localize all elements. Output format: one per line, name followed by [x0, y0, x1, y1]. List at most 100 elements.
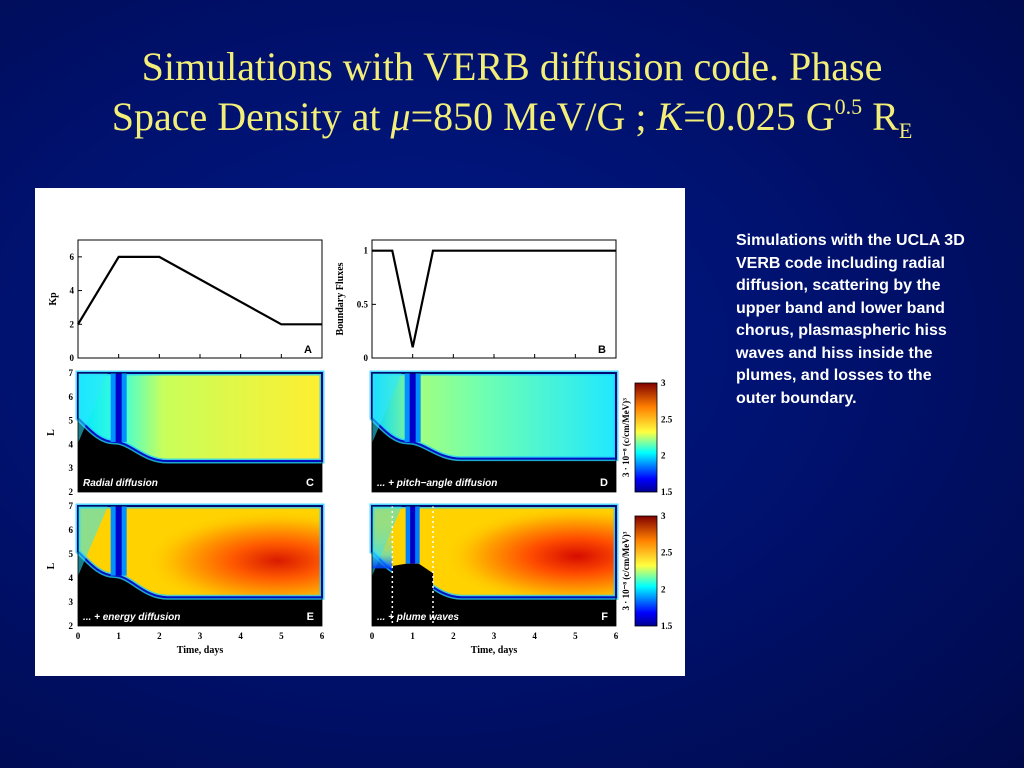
colorbar-tick-label: 2 — [661, 584, 666, 594]
title-line-1: Simulations with VERB diffusion code. Ph… — [141, 44, 883, 89]
series-line-b — [372, 249, 616, 348]
panel-annotation-d: ... + pitch−angle diffusion — [377, 478, 497, 489]
title-text-b: =850 MeV/G ; — [410, 94, 657, 139]
panel-label-a: A — [304, 344, 312, 356]
ytick-label: 2 — [69, 621, 74, 631]
colorbar-gradient — [634, 382, 658, 493]
heatmap-e — [75, 503, 325, 627]
title-sub: E — [898, 118, 913, 143]
xtick-label: 0 — [370, 631, 375, 641]
ytick-label: 4 — [69, 439, 74, 449]
title-text-a: Space Density at — [111, 94, 391, 139]
panel-annotation-e: ... + energy diffusion — [83, 612, 180, 623]
title-text-d: R — [862, 94, 899, 139]
title-line-2: Space Density at μ=850 MeV/G ; K=0.025 G… — [30, 92, 994, 142]
slide-title: Simulations with VERB diffusion code. Ph… — [30, 42, 994, 142]
heatmap-d — [369, 370, 619, 493]
xtick-label: 0 — [76, 631, 81, 641]
ytick-label: 4 — [70, 286, 75, 296]
ytick-label: 0.5 — [357, 299, 369, 309]
heatmap-wedge — [372, 373, 402, 443]
heatmap-frame — [77, 372, 323, 493]
ytick-label: 1 — [364, 246, 369, 256]
panel-label-d: D — [600, 477, 608, 489]
title-mu: μ — [390, 94, 411, 139]
xtick-label: 2 — [157, 631, 162, 641]
dropout-core — [115, 373, 122, 443]
ytick-label: 3 — [69, 597, 74, 607]
colorbar-label: 3 · 10⁻⁸ (c/cm/MeV)³ — [621, 531, 631, 610]
x-axis-label-e: Time, days — [177, 645, 224, 656]
plume-left-band — [372, 506, 393, 569]
ytick-label: 0 — [364, 353, 369, 363]
title-k: K — [656, 94, 684, 139]
xtick-label: 6 — [614, 631, 619, 641]
heatmap-c — [75, 370, 325, 493]
xtick-label: 1 — [410, 631, 415, 641]
dropout-core — [115, 506, 122, 576]
panel-b-frame — [371, 239, 617, 359]
heatmap-wedge — [78, 373, 108, 443]
heatmap-frame — [371, 372, 617, 493]
heatmap-fill — [78, 373, 322, 462]
y-axis-label-c: L — [46, 429, 57, 436]
plume-gap — [392, 563, 433, 626]
colorbar-d: 1.5 2 2.5 3 3 · 10⁻⁸ (c/cm/MeV)³ — [621, 378, 673, 497]
ytick-label: 6 — [70, 252, 75, 262]
ytick-label: 5 — [69, 549, 74, 559]
xtick-label: 3 — [492, 631, 497, 641]
ytick-label: 5 — [69, 416, 74, 426]
dropout-core — [409, 373, 416, 443]
colorbar-tick-label: 2.5 — [661, 548, 673, 558]
xtick-label: 1 — [116, 631, 121, 641]
xtick-label: 3 — [198, 631, 203, 641]
xtick-label: 6 — [320, 631, 325, 641]
heatmap-edge-dark — [77, 505, 323, 599]
xtick-label: 5 — [573, 631, 578, 641]
colorbar-tick-label: 3 — [661, 511, 666, 521]
heatmap-frame — [371, 505, 617, 627]
panel-label-f: F — [601, 611, 608, 623]
xtick-label: 2 — [451, 631, 456, 641]
ytick-label: 3 — [69, 463, 74, 473]
ytick-label: 7 — [69, 368, 74, 378]
ytick-label: 6 — [69, 392, 74, 402]
panel-a-frame — [77, 239, 323, 359]
colorbar-f: 1.5 2 2.5 3 3 · 10⁻⁸ (c/cm/MeV)³ — [621, 511, 673, 631]
heatmap-wedge — [78, 506, 108, 576]
xtick-label: 4 — [532, 631, 537, 641]
xtick-label: 5 — [279, 631, 284, 641]
colorbar-gradient — [634, 515, 658, 627]
ytick-label: 0 — [70, 353, 75, 363]
heatmap-frame — [77, 505, 323, 627]
panel-label-e: E — [307, 611, 314, 623]
colorbar-tick-label: 2 — [661, 451, 666, 461]
ytick-label: 7 — [69, 501, 74, 511]
ytick-label: 2 — [69, 487, 74, 497]
x-axis-label-f: Time, days — [471, 645, 518, 656]
ytick-label: 2 — [70, 319, 75, 329]
y-axis-label-e: L — [46, 562, 57, 569]
dropout-core — [410, 506, 416, 564]
heatmap-fill — [372, 373, 616, 459]
panel-annotation-c: Radial diffusion — [83, 478, 158, 489]
ytick-label: 4 — [69, 573, 74, 583]
heatmap-peak — [78, 506, 322, 598]
title-text-c: =0.025 G — [683, 94, 835, 139]
xtick-label: 4 — [238, 631, 243, 641]
caption-text: Simulations with the UCLA 3D VERB code i… — [736, 232, 965, 407]
ytick-label: 6 — [69, 525, 74, 535]
title-sup: 0.5 — [834, 94, 863, 119]
y-axis-label-b: Boundary Fluxes — [335, 262, 346, 335]
series-line-a — [77, 255, 322, 326]
colorbar-tick-label: 1.5 — [661, 621, 673, 631]
panel-label-c: C — [306, 477, 314, 489]
colorbar-tick-label: 1.5 — [661, 487, 673, 497]
figure-panel: 0 2 4 6 A Kp 0 0.5 1 B Boundary Fluxes Radial diffu… — [35, 188, 685, 676]
colorbar-tick-label: 2.5 — [661, 414, 673, 424]
colorbar-tick-label: 3 — [661, 378, 666, 388]
heatmap-f — [369, 503, 619, 627]
colorbar-label: 3 · 10⁻⁸ (c/cm/MeV)³ — [621, 398, 631, 477]
panel-label-b: B — [598, 344, 606, 356]
